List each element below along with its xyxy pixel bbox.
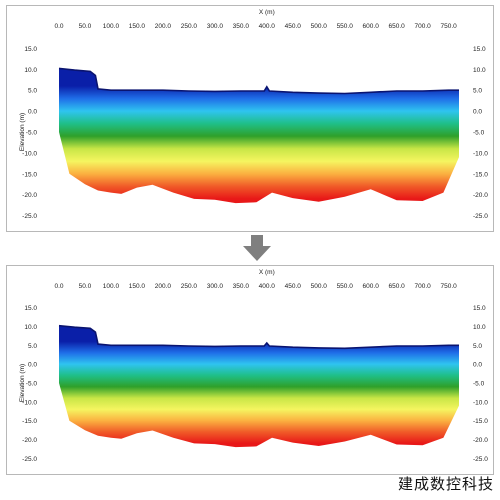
- y-tick-label-left: 0.0: [28, 109, 37, 116]
- x-tick-label: 750.0: [440, 23, 457, 30]
- x-axis-title: X (m): [259, 269, 275, 276]
- watermark-text: 建成数控科技: [397, 475, 494, 493]
- down-arrow-icon: [243, 235, 271, 261]
- x-tick-label: 450.0: [285, 283, 302, 290]
- x-tick-label: 100.0: [103, 283, 120, 290]
- x-tick-label: 550.0: [337, 283, 354, 290]
- y-tick-label-right: -15.0: [473, 418, 488, 425]
- y-tick-label-left: -10.0: [22, 399, 37, 406]
- y-tick-label-left: 10.0: [24, 324, 37, 331]
- chart-panel-bottom: X (m) 0.0 50.0 100.0 150.0 200.0 250.0 300.0 350…: [6, 265, 494, 475]
- y-tick-label-left: 15.0: [24, 305, 37, 312]
- y-tick-label-left: -15.0: [22, 171, 37, 178]
- y-tick-label-left: -25.0: [22, 213, 37, 220]
- x-tick-label: 350.0: [233, 23, 250, 30]
- y-tick-label-right: -15.0: [473, 171, 488, 178]
- x-tick-label: 250.0: [181, 23, 198, 30]
- y-tick-label-right: -20.0: [473, 437, 488, 444]
- arrow-shaft: [251, 235, 263, 247]
- x-tick-label: 200.0: [155, 23, 172, 30]
- y-tick-label-right: -5.0: [473, 381, 485, 388]
- y-tick-label-right: -5.0: [473, 130, 485, 137]
- y-tick-label-left: -10.0: [22, 150, 37, 157]
- surface-profile-line: [58, 67, 459, 95]
- x-axis-title: X (m): [259, 9, 275, 16]
- y-tick-label-left: -5.0: [26, 381, 38, 388]
- x-tick-label: 500.0: [311, 283, 328, 290]
- y-tick-label-right: 5.0: [473, 343, 482, 350]
- y-tick-label-right: -20.0: [473, 192, 488, 199]
- x-tick-label: 700.0: [414, 283, 431, 290]
- x-tick-label: 500.0: [311, 23, 328, 30]
- y-tick-label-left: -25.0: [22, 456, 37, 463]
- x-tick-label: 0.0: [54, 23, 63, 30]
- surface-profile-line: [58, 324, 459, 350]
- arrow-head: [243, 246, 271, 261]
- y-tick-label-left: 10.0: [24, 67, 37, 74]
- x-tick-label: 450.0: [285, 23, 302, 30]
- y-tick-label-left: 5.0: [28, 343, 37, 350]
- y-tick-label-right: 0.0: [473, 109, 482, 116]
- x-tick-label: 300.0: [207, 23, 224, 30]
- x-tick-label: 50.0: [79, 23, 92, 30]
- y-tick-label-left: 0.0: [28, 362, 37, 369]
- x-tick-label: 250.0: [181, 283, 198, 290]
- y-tick-label-right: 0.0: [473, 362, 482, 369]
- chart-panel-top: X (m) 0.0 50.0 100.0 150.0 200.0 250.0 300.0 350…: [6, 5, 494, 232]
- x-tick-label: 0.0: [54, 283, 63, 290]
- y-tick-label-right: 15.0: [473, 46, 486, 53]
- y-tick-label-left: -5.0: [26, 130, 38, 137]
- x-tick-label: 150.0: [129, 23, 146, 30]
- y-axis-title: Elevation (m): [19, 113, 26, 151]
- x-tick-label: 400.0: [259, 23, 276, 30]
- y-tick-label-left: -20.0: [22, 192, 37, 199]
- elevation-chart-before: X (m) 0.0 50.0 100.0 150.0 200.0 250.0 300.0 350…: [19, 9, 488, 220]
- x-tick-label: 300.0: [207, 283, 224, 290]
- x-tick-label: 600.0: [363, 23, 380, 30]
- x-tick-label: 350.0: [233, 283, 250, 290]
- x-tick-label: 550.0: [337, 23, 354, 30]
- y-tick-label-right: 15.0: [473, 305, 486, 312]
- x-tick-label: 400.0: [259, 283, 276, 290]
- x-tick-label: 650.0: [389, 283, 406, 290]
- x-tick-label: 700.0: [414, 23, 431, 30]
- elevation-section-fill: [59, 325, 459, 448]
- y-tick-label-right: 10.0: [473, 67, 486, 74]
- y-tick-label-left: 15.0: [24, 46, 37, 53]
- y-tick-label-right: 10.0: [473, 324, 486, 331]
- elevation-chart-after: X (m) 0.0 50.0 100.0 150.0 200.0 250.0 300.0 350…: [19, 269, 488, 463]
- y-tick-label-right: -10.0: [473, 399, 488, 406]
- x-tick-label: 750.0: [440, 283, 457, 290]
- y-tick-label-right: -10.0: [473, 150, 488, 157]
- x-tick-label: 100.0: [103, 23, 120, 30]
- x-tick-label: 200.0: [155, 283, 172, 290]
- x-tick-label: 150.0: [129, 283, 146, 290]
- y-tick-label-right: -25.0: [473, 213, 488, 220]
- y-tick-label-right: -25.0: [473, 456, 488, 463]
- y-axis-title: Elevation (m): [19, 364, 26, 402]
- elevation-section-fill: [59, 68, 459, 204]
- y-tick-label-left: 5.0: [28, 88, 37, 95]
- y-tick-label-right: 5.0: [473, 88, 482, 95]
- y-tick-label-left: -20.0: [22, 437, 37, 444]
- x-tick-label: 600.0: [363, 283, 380, 290]
- x-tick-label: 650.0: [389, 23, 406, 30]
- x-tick-label: 50.0: [79, 283, 92, 290]
- y-tick-label-left: -15.0: [22, 418, 37, 425]
